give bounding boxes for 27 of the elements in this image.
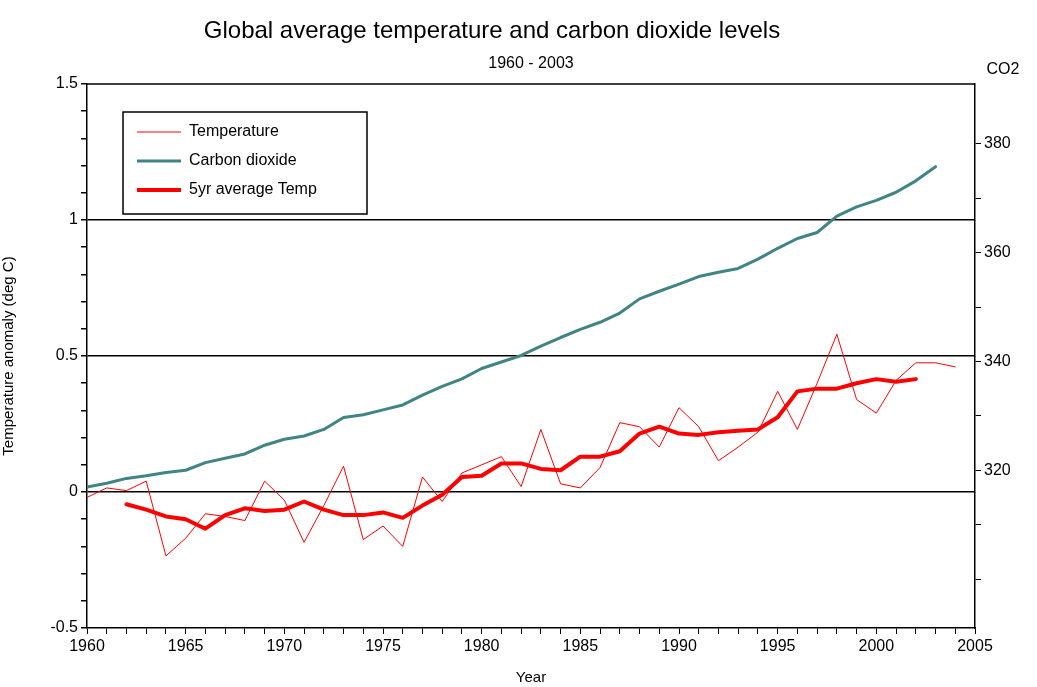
x-tick-label: 1960 bbox=[69, 637, 105, 655]
y-axis-title: Temperature anomaly (deg C) bbox=[0, 256, 17, 456]
y2-tick-label: 380 bbox=[984, 134, 1011, 152]
x-tick-label: 1965 bbox=[167, 637, 204, 655]
x-axis-title: Year bbox=[515, 668, 547, 686]
x-tick-label: 1980 bbox=[463, 637, 500, 655]
y-tick-label: 1.5 bbox=[55, 74, 79, 92]
y-tick-label: -0.5 bbox=[50, 618, 79, 636]
y2-axis-title: CO2 bbox=[986, 60, 1020, 77]
y2-tick-label: 320 bbox=[984, 460, 1011, 478]
legend-label: Carbon dioxide bbox=[189, 151, 297, 169]
y2-tick-label: 360 bbox=[984, 243, 1011, 261]
y-tick-label: 0 bbox=[69, 482, 79, 500]
x-tick-label: 1975 bbox=[365, 637, 401, 655]
chart-title: Global average temperature and carbon dioxide levels bbox=[203, 16, 781, 43]
x-tick-label: 1990 bbox=[661, 637, 697, 655]
y2-tick-label: 340 bbox=[984, 351, 1011, 369]
chart-subtitle: 1960 - 2003 bbox=[488, 54, 574, 71]
legend-label: Temperature bbox=[189, 122, 279, 140]
x-tick-label: 2005 bbox=[957, 637, 993, 655]
x-tick-label: 1970 bbox=[266, 637, 303, 655]
x-tick-label: 1995 bbox=[759, 637, 796, 655]
y-tick-label: 1 bbox=[69, 210, 79, 228]
x-tick-label: 1985 bbox=[562, 637, 599, 655]
y-tick-label: 0.5 bbox=[55, 346, 79, 364]
x-tick-label: 2000 bbox=[858, 637, 895, 655]
legend-label: 5yr average Temp bbox=[189, 180, 317, 198]
